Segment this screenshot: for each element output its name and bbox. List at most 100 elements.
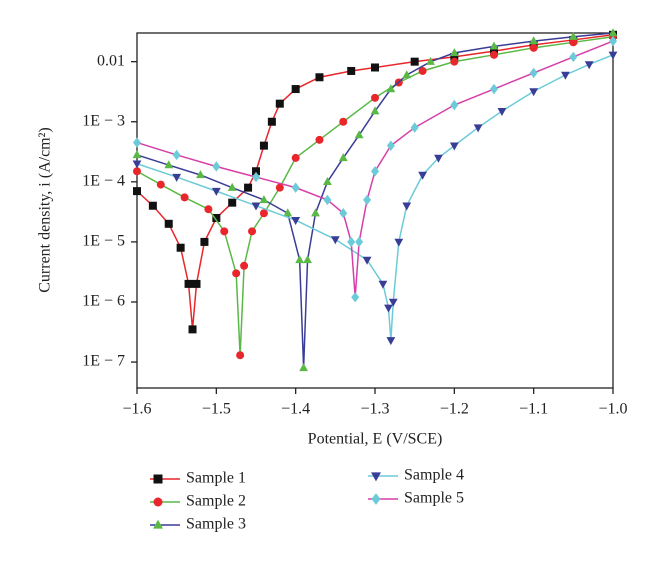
marker — [347, 66, 356, 75]
marker — [394, 238, 404, 247]
marker — [176, 243, 185, 252]
marker — [386, 337, 396, 346]
marker — [362, 256, 372, 265]
marker — [156, 180, 165, 189]
marker — [450, 57, 459, 66]
marker — [220, 227, 229, 236]
marker — [291, 153, 300, 162]
marker — [355, 236, 364, 248]
marker — [211, 187, 221, 196]
marker — [529, 43, 538, 52]
marker — [132, 150, 142, 159]
marker — [267, 117, 276, 126]
x-tick-label: −1.1 — [519, 401, 548, 418]
marker — [153, 474, 163, 484]
marker — [259, 141, 268, 150]
legend-label: Sample 3 — [186, 516, 246, 533]
marker — [311, 208, 320, 217]
marker — [259, 209, 268, 218]
marker — [153, 519, 163, 529]
marker — [370, 106, 380, 115]
marker — [608, 28, 618, 37]
marker — [339, 117, 348, 126]
marker — [204, 205, 213, 214]
y-tick-label: 1E − 7 — [82, 353, 125, 370]
series-line — [136, 54, 614, 341]
marker — [275, 99, 284, 108]
marker — [584, 61, 594, 70]
marker — [449, 48, 459, 57]
marker — [473, 124, 483, 133]
x-tick-label: −1.3 — [360, 401, 389, 418]
marker — [164, 219, 173, 228]
marker — [388, 298, 398, 307]
x-axis-label: Potential, E (V/SCE) — [308, 431, 443, 448]
marker — [291, 216, 301, 225]
marker — [227, 182, 237, 191]
marker — [291, 182, 300, 193]
marker — [418, 66, 427, 75]
marker — [418, 171, 427, 180]
marker — [291, 85, 300, 94]
marker — [371, 166, 379, 177]
marker — [172, 173, 182, 182]
series-line — [136, 35, 614, 356]
y-tick-label: 1E − 6 — [82, 293, 125, 310]
marker — [212, 161, 221, 172]
marker — [386, 140, 395, 151]
x-tick-label: −1.6 — [122, 401, 151, 418]
x-tick-label: −1.2 — [440, 401, 469, 418]
marker — [200, 237, 209, 246]
y-tick-label: 1E − 4 — [82, 172, 125, 189]
legend-label: Sample 1 — [186, 470, 246, 487]
marker — [490, 50, 498, 59]
marker — [609, 35, 617, 47]
marker — [371, 63, 379, 72]
marker — [529, 88, 539, 97]
marker — [347, 236, 356, 248]
marker — [315, 135, 324, 144]
x-tick-label: −1.4 — [281, 401, 310, 418]
marker — [569, 51, 578, 63]
series-line — [136, 34, 614, 330]
marker — [434, 154, 443, 163]
marker — [568, 31, 578, 40]
marker — [384, 304, 393, 313]
marker — [240, 261, 249, 270]
marker — [133, 167, 141, 176]
marker — [236, 351, 245, 360]
marker — [148, 201, 157, 210]
marker — [608, 51, 618, 60]
marker — [188, 325, 197, 334]
y-tick-label: 1E − 3 — [82, 112, 125, 129]
marker — [228, 198, 237, 207]
marker — [338, 153, 348, 162]
legend-label: Sample 2 — [186, 493, 246, 510]
marker — [378, 280, 388, 289]
marker — [561, 71, 570, 80]
marker — [490, 83, 498, 95]
marker — [248, 227, 257, 236]
marker — [323, 177, 332, 186]
marker — [212, 213, 221, 222]
marker — [354, 130, 364, 139]
marker — [323, 194, 332, 206]
marker — [386, 84, 396, 93]
marker — [133, 137, 141, 148]
marker — [529, 36, 539, 45]
marker — [259, 195, 269, 204]
marker — [410, 57, 419, 66]
marker — [402, 202, 412, 211]
marker — [450, 52, 459, 61]
marker — [569, 38, 578, 47]
marker — [351, 292, 360, 303]
y-tick-label: 1E − 5 — [82, 233, 125, 250]
y-tick-label: 0.01 — [97, 52, 125, 69]
marker — [363, 194, 372, 206]
x-tick-label: −1.5 — [202, 401, 231, 418]
marker — [315, 73, 324, 82]
marker — [133, 187, 141, 196]
marker — [330, 236, 340, 245]
marker — [529, 67, 538, 79]
marker — [132, 160, 142, 169]
